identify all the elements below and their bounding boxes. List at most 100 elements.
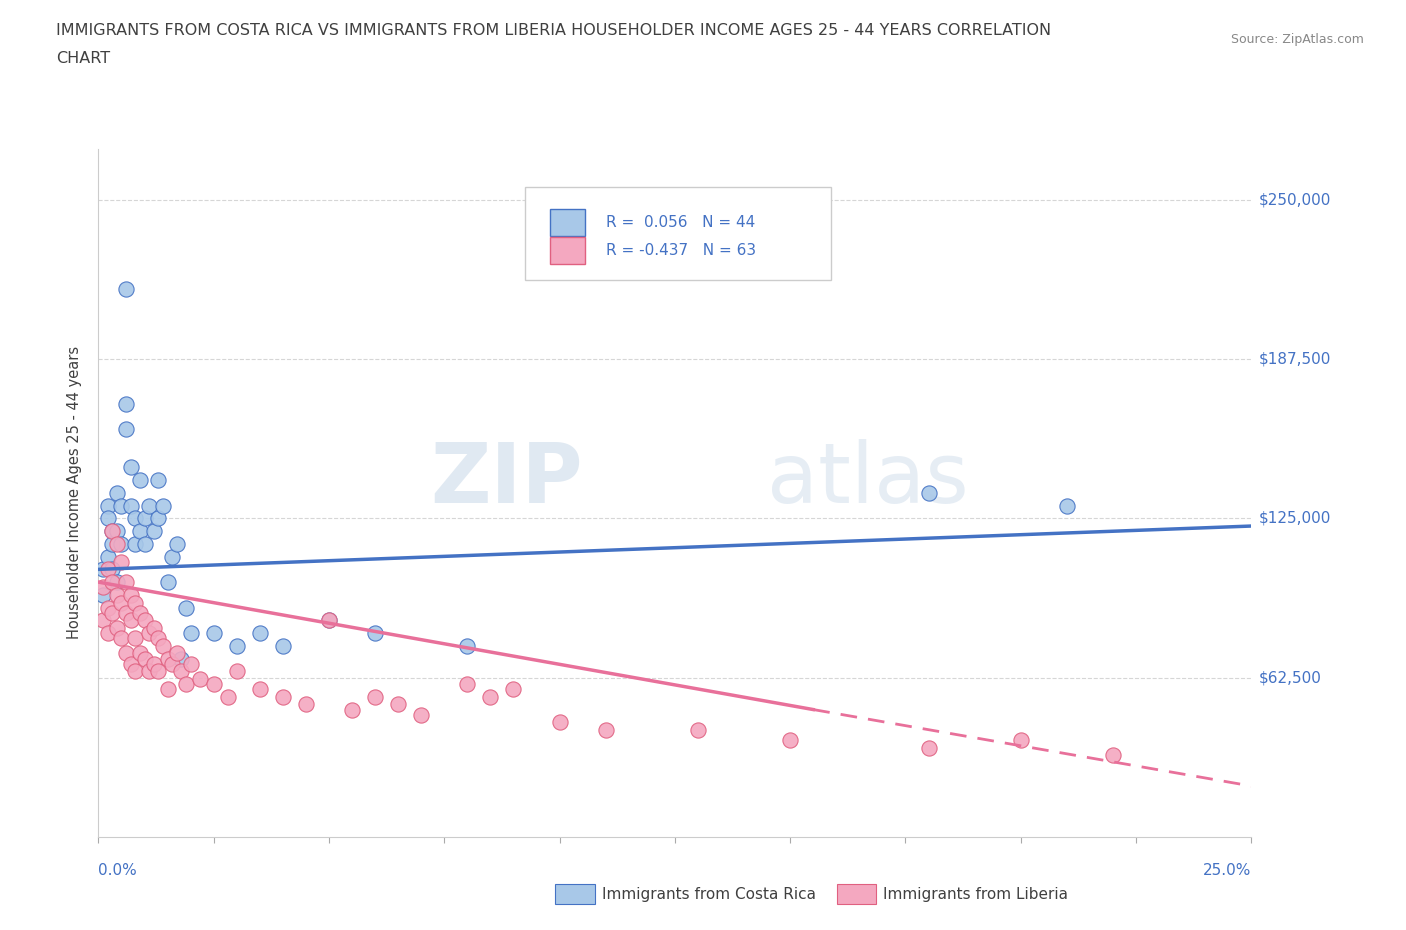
Point xyxy=(124,595,146,610)
Point xyxy=(97,626,120,641)
Text: $125,000: $125,000 xyxy=(1258,511,1330,525)
Text: Immigrants from Costa Rica: Immigrants from Costa Rica xyxy=(602,887,815,902)
Y-axis label: Householder Income Ages 25 - 44 years: Householder Income Ages 25 - 44 years xyxy=(67,346,83,640)
Text: Source: ZipAtlas.com: Source: ZipAtlas.com xyxy=(1230,33,1364,46)
Text: Immigrants from Liberia: Immigrants from Liberia xyxy=(883,887,1069,902)
Point xyxy=(1056,498,1078,513)
FancyBboxPatch shape xyxy=(550,237,585,264)
Point xyxy=(779,733,801,748)
Point xyxy=(202,677,225,692)
Point xyxy=(148,631,170,645)
Point xyxy=(105,485,128,500)
Point xyxy=(411,707,433,722)
Point xyxy=(166,646,188,661)
Point xyxy=(101,524,124,538)
Point xyxy=(105,537,128,551)
Point xyxy=(180,626,202,641)
Point xyxy=(249,682,271,697)
Point xyxy=(456,638,478,653)
Point xyxy=(105,620,128,635)
Text: 0.0%: 0.0% xyxy=(98,863,138,878)
Text: $62,500: $62,500 xyxy=(1258,671,1322,685)
Point xyxy=(124,511,146,525)
Point xyxy=(479,689,502,704)
Point xyxy=(115,282,138,297)
Point xyxy=(101,575,124,590)
Point xyxy=(170,651,193,666)
Point xyxy=(110,595,132,610)
Text: $187,500: $187,500 xyxy=(1258,352,1330,366)
Point xyxy=(97,498,120,513)
Point xyxy=(105,524,128,538)
Point xyxy=(115,575,138,590)
Point xyxy=(101,537,124,551)
Text: CHART: CHART xyxy=(56,51,110,66)
Text: 25.0%: 25.0% xyxy=(1204,863,1251,878)
Point xyxy=(110,498,132,513)
Point xyxy=(91,613,114,628)
Point xyxy=(156,682,179,697)
Text: ZIP: ZIP xyxy=(430,439,582,520)
Point xyxy=(105,575,128,590)
Point xyxy=(124,537,146,551)
Point xyxy=(225,638,247,653)
Point xyxy=(217,689,239,704)
Point xyxy=(156,575,179,590)
Point xyxy=(91,588,114,603)
Point xyxy=(129,472,152,487)
Point xyxy=(91,579,114,594)
Point xyxy=(595,723,617,737)
Point xyxy=(148,511,170,525)
Point xyxy=(548,715,571,730)
Point xyxy=(134,511,156,525)
Point xyxy=(180,657,202,671)
Point xyxy=(156,651,179,666)
Text: $250,000: $250,000 xyxy=(1258,193,1330,207)
Point xyxy=(115,646,138,661)
Point xyxy=(115,421,138,436)
Point xyxy=(124,664,146,679)
Point xyxy=(170,664,193,679)
Point xyxy=(101,524,124,538)
Point xyxy=(1010,733,1032,748)
Point xyxy=(97,550,120,565)
Text: R = -0.437   N = 63: R = -0.437 N = 63 xyxy=(606,243,756,259)
Point xyxy=(91,562,114,577)
Point xyxy=(134,651,156,666)
Point xyxy=(160,657,183,671)
Point xyxy=(174,677,197,692)
Point xyxy=(120,613,142,628)
Point xyxy=(225,664,247,679)
Point xyxy=(271,689,294,704)
Point xyxy=(174,600,197,615)
Point xyxy=(249,626,271,641)
Point xyxy=(124,631,146,645)
Point xyxy=(142,524,165,538)
Text: atlas: atlas xyxy=(768,439,969,520)
Point xyxy=(110,631,132,645)
Point xyxy=(148,664,170,679)
Point xyxy=(340,702,363,717)
Point xyxy=(120,460,142,475)
Text: IMMIGRANTS FROM COSTA RICA VS IMMIGRANTS FROM LIBERIA HOUSEHOLDER INCOME AGES 25: IMMIGRANTS FROM COSTA RICA VS IMMIGRANTS… xyxy=(56,23,1052,38)
Point xyxy=(364,689,387,704)
Point xyxy=(295,697,318,711)
Point xyxy=(97,600,120,615)
FancyBboxPatch shape xyxy=(550,208,585,236)
Point xyxy=(129,605,152,620)
Point xyxy=(101,605,124,620)
Point xyxy=(110,537,132,551)
Point xyxy=(387,697,409,711)
Text: R =  0.056   N = 44: R = 0.056 N = 44 xyxy=(606,215,755,230)
Point xyxy=(97,511,120,525)
Point xyxy=(917,485,939,500)
Point xyxy=(115,396,138,411)
Point xyxy=(202,626,225,641)
Point xyxy=(101,562,124,577)
Point xyxy=(105,588,128,603)
Point xyxy=(152,498,174,513)
Point xyxy=(134,613,156,628)
Point xyxy=(1102,748,1125,763)
Point xyxy=(148,472,170,487)
Point xyxy=(318,613,340,628)
